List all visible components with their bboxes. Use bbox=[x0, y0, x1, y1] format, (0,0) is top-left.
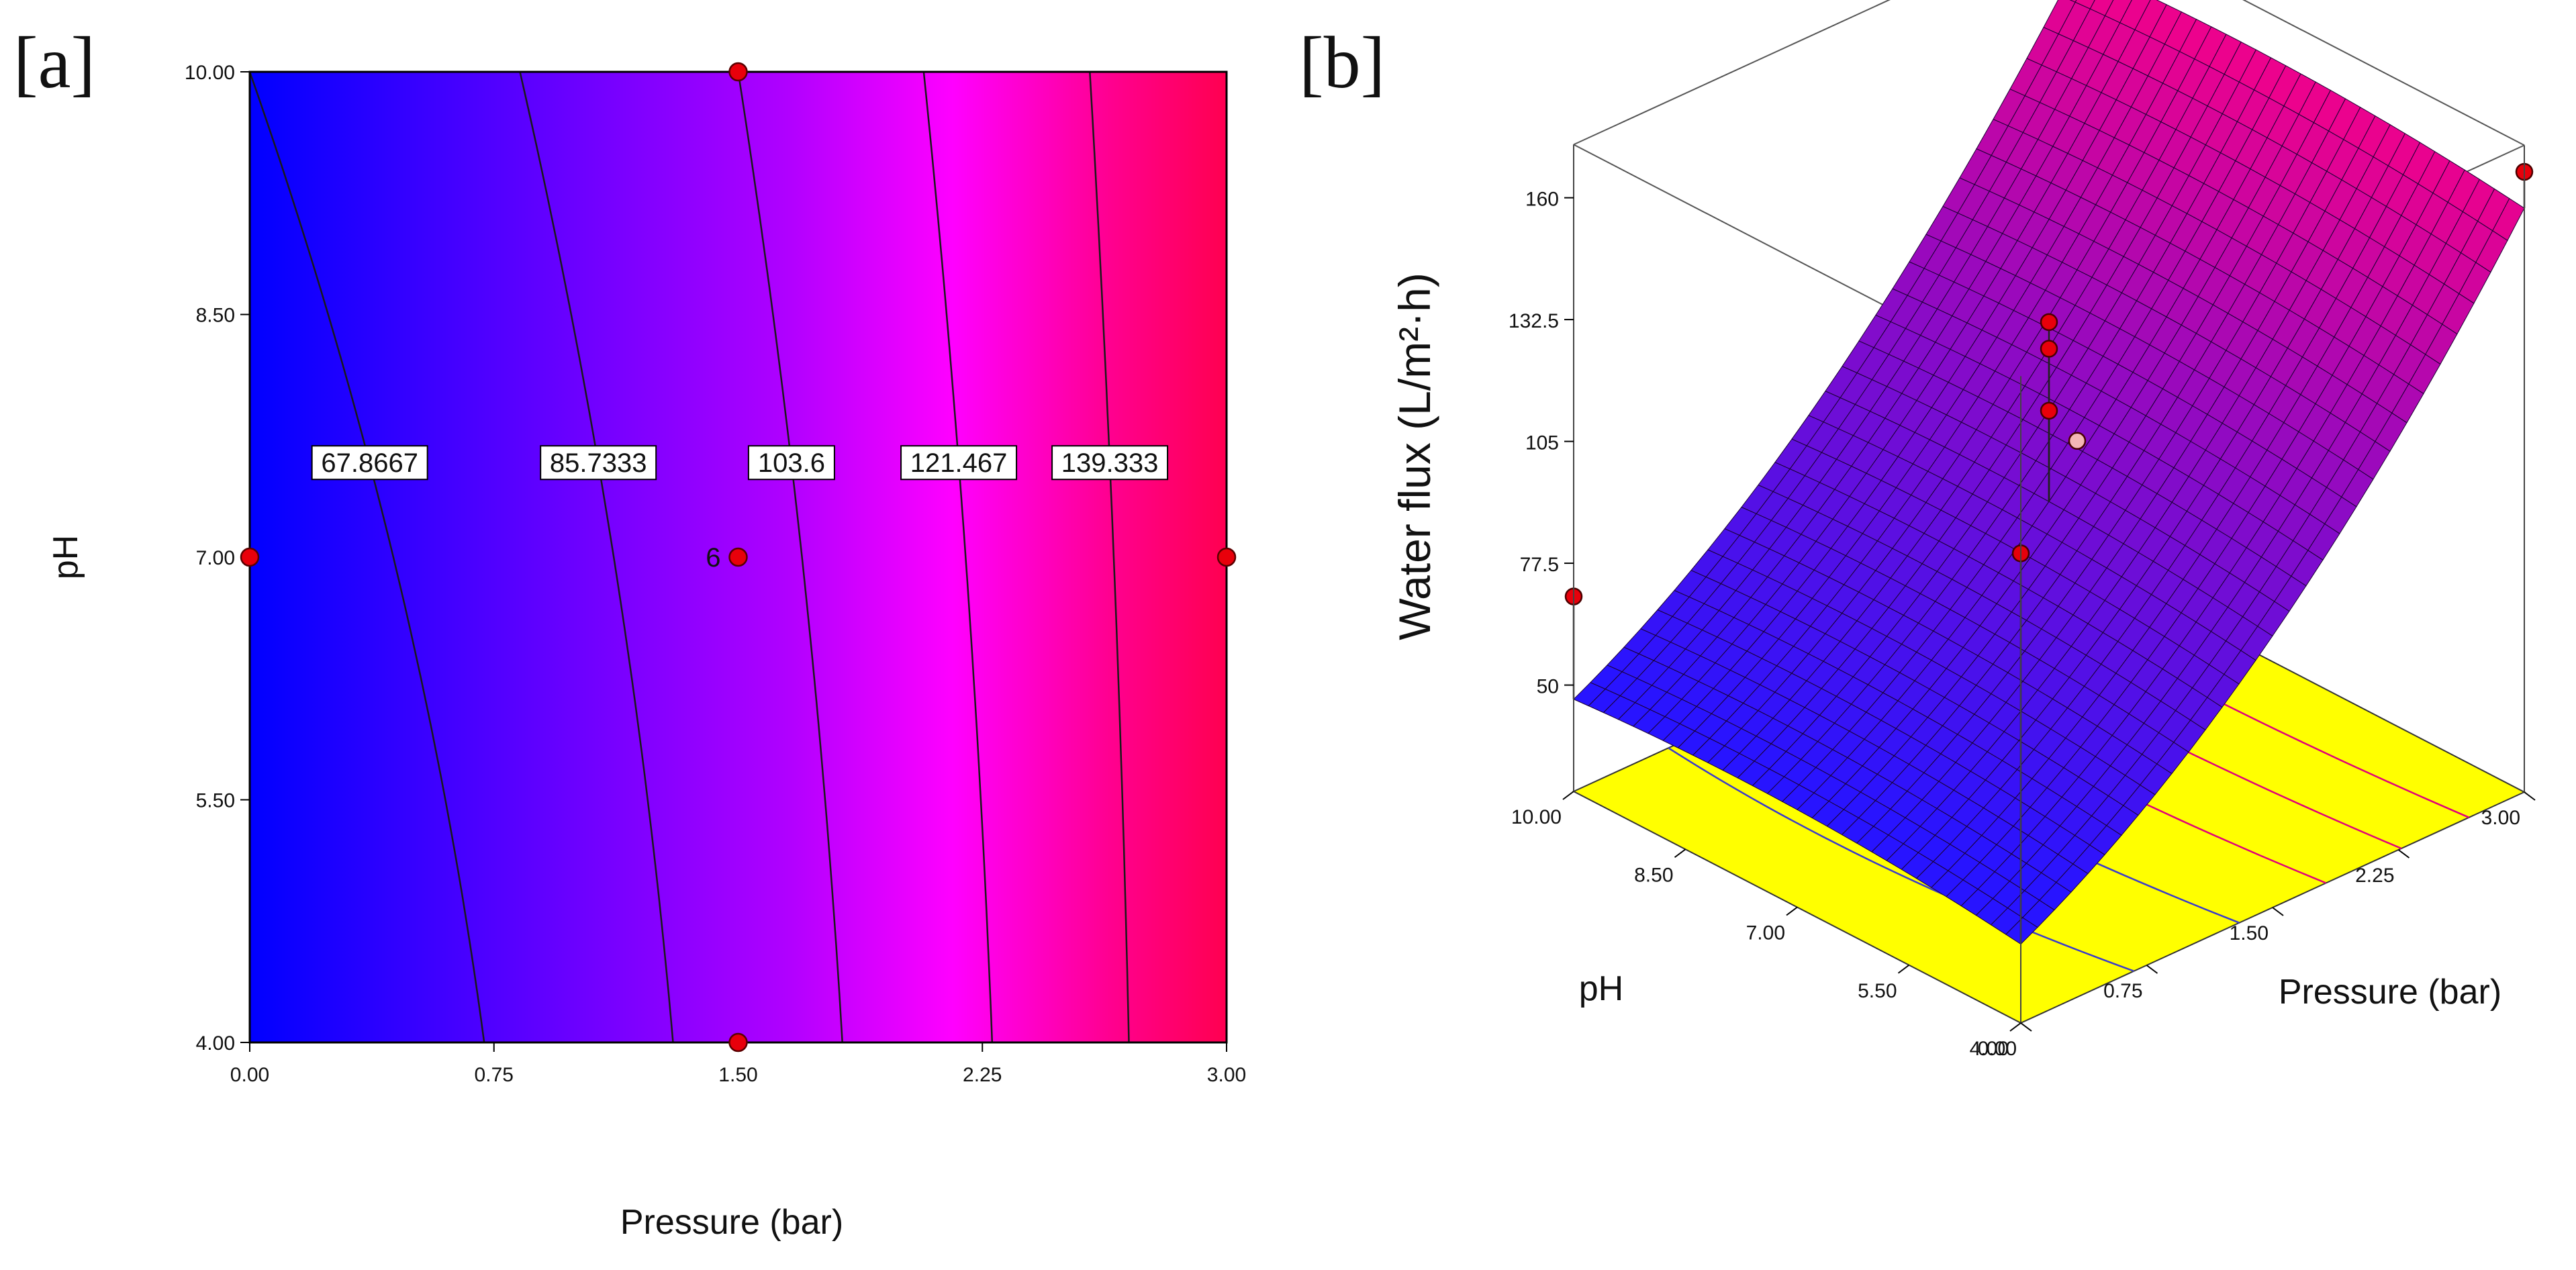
panel-b-surface: [b] 0.00 0.75 1.50 2.25 3.00 4.00 5.50 7.00 8.50… bbox=[1299, 0, 2536, 1060]
contour-line bbox=[248, 71, 485, 1043]
flux-tick-label: 105 bbox=[1525, 432, 1559, 454]
pressure-tick-label: 2.25 bbox=[2355, 865, 2394, 887]
pressure-tick-label: 0.00 bbox=[1978, 1038, 2017, 1060]
replicate-count-label: 6 bbox=[706, 543, 720, 573]
pressure-tick-mark bbox=[2020, 1022, 2032, 1032]
design-point bbox=[728, 62, 748, 82]
design-point bbox=[240, 547, 260, 567]
pressure-tick-label: 3.00 bbox=[2481, 807, 2520, 829]
surface-cell bbox=[2492, 197, 2525, 241]
contour-label: 67.8667 bbox=[321, 448, 418, 478]
design-point bbox=[728, 1032, 748, 1053]
ph-tick-label: 10.00 bbox=[1511, 806, 1562, 828]
x-axis-title: Pressure (bar) bbox=[620, 1203, 843, 1242]
pressure-tick-mark bbox=[2397, 849, 2410, 859]
ph-tick-mark bbox=[2009, 1022, 2021, 1032]
contour-line bbox=[1089, 71, 1130, 1043]
surface-design-point bbox=[2040, 401, 2058, 420]
surface-cell bbox=[2069, 0, 2077, 3]
design-point bbox=[728, 547, 748, 567]
x-tick-label: 1.50 bbox=[718, 1064, 757, 1086]
pressure-tick-mark bbox=[2146, 965, 2158, 974]
pressure-tick-label: 1.50 bbox=[2230, 922, 2269, 944]
y-tick-label: 8.50 bbox=[196, 305, 235, 327]
y-axis-title: pH bbox=[46, 535, 85, 579]
floor-contour-line bbox=[1668, 747, 2134, 972]
flux-tick-label: 77.5 bbox=[1520, 554, 1559, 576]
z-axis-title: Water flux (L/m²·h) bbox=[1390, 273, 1439, 640]
surface-design-point bbox=[2068, 432, 2087, 450]
panel-a-contour: [a] 67.8667 85.7333 103.6 121.467 139.333 0.… bbox=[13, 21, 1246, 1242]
design-point bbox=[1217, 547, 1237, 567]
pressure-tick-label: 0.75 bbox=[2103, 980, 2142, 1002]
ph-tick-mark bbox=[1786, 906, 1798, 916]
y-tick-label: 4.00 bbox=[196, 1032, 235, 1055]
surface-cell bbox=[2074, 0, 2095, 9]
contour-line bbox=[519, 71, 674, 1043]
flux-tick-label: 160 bbox=[1525, 189, 1559, 211]
y-tick-label: 7.00 bbox=[196, 547, 235, 569]
x-tick-label: 3.00 bbox=[1207, 1064, 1246, 1086]
ph-tick-label: 7.00 bbox=[1746, 922, 1785, 944]
ph-tick-label: 5.50 bbox=[1858, 980, 1897, 1002]
x-tick-label: 0.00 bbox=[230, 1064, 269, 1086]
panel-a-label: [a] bbox=[13, 21, 95, 103]
surface-cell bbox=[2089, 0, 2114, 17]
contour-label-box bbox=[311, 445, 428, 481]
contour-line bbox=[737, 71, 843, 1043]
surface-design-point bbox=[2040, 313, 2058, 332]
ph-tick-label: 8.50 bbox=[1634, 864, 1673, 886]
y-axis-ticks: 4.00 5.50 7.00 8.50 10.00 bbox=[185, 62, 250, 1055]
axis-box-edge bbox=[2242, 0, 2525, 146]
axis-box-front bbox=[1573, 144, 2525, 1023]
contour-label: 139.333 bbox=[1061, 448, 1159, 478]
axis-box-edge bbox=[1573, 0, 1891, 146]
y-tick-label: 10.00 bbox=[185, 62, 235, 84]
contour-label-box bbox=[747, 445, 835, 481]
surface-axis-ticks: 0.00 0.75 1.50 2.25 3.00 4.00 5.50 7.00 8.50 10.0… bbox=[1509, 189, 2536, 1060]
contour-label: 85.7333 bbox=[550, 448, 647, 478]
surface-y-axis-title: pH bbox=[1579, 969, 1623, 1008]
flux-tick-label: 132.5 bbox=[1509, 310, 1559, 332]
pressure-tick-mark bbox=[2524, 791, 2536, 801]
ph-tick-mark bbox=[1674, 848, 1686, 859]
contour-label: 103.6 bbox=[758, 448, 825, 478]
contour-label-box bbox=[540, 445, 657, 481]
pressure-tick-mark bbox=[2272, 907, 2284, 916]
ph-tick-mark bbox=[1562, 791, 1574, 800]
x-tick-label: 0.75 bbox=[475, 1064, 514, 1086]
ph-tick-label: 4.00 bbox=[1970, 1038, 2009, 1060]
panel-b-label: [b] bbox=[1299, 21, 1385, 103]
flux-tick-label: 50 bbox=[1537, 676, 1559, 698]
surface-x-axis-title: Pressure (bar) bbox=[2279, 973, 2501, 1012]
ph-tick-mark bbox=[1897, 964, 1910, 974]
contour-label: 121.467 bbox=[910, 448, 1008, 478]
contour-label-box bbox=[900, 445, 1018, 481]
surface-design-point bbox=[2040, 340, 2058, 358]
response-surface bbox=[1573, 0, 2525, 945]
x-axis-ticks: 0.00 0.75 1.50 2.25 3.00 bbox=[230, 1042, 1246, 1086]
x-tick-label: 2.25 bbox=[963, 1064, 1002, 1086]
contour-lines: 67.8667 85.7333 103.6 121.467 139.333 bbox=[248, 71, 1169, 1043]
y-tick-label: 5.50 bbox=[196, 790, 235, 812]
contour-line bbox=[922, 71, 994, 1043]
design-points: 6 bbox=[240, 62, 1237, 1053]
contour-label-box bbox=[1051, 445, 1169, 481]
